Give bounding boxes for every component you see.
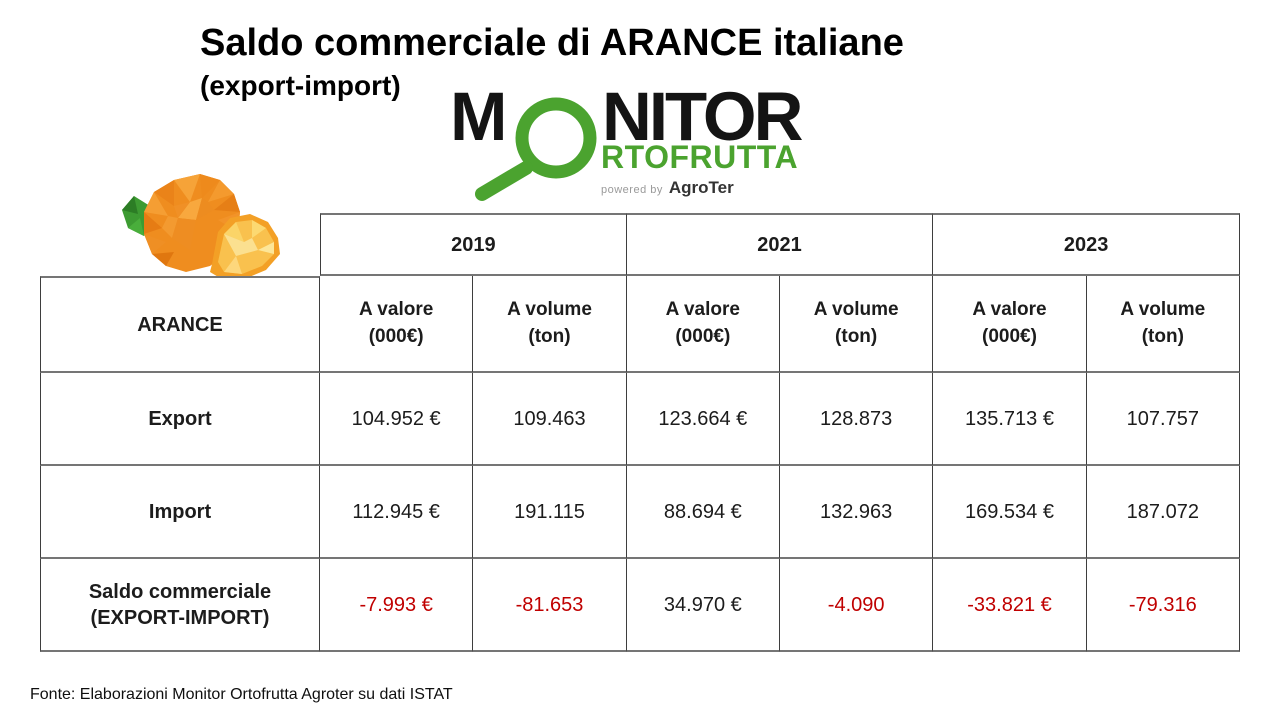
cell-import-2021-valore: 88.694 € <box>626 466 780 559</box>
subheader-line2: (000€) <box>982 325 1037 347</box>
subheader-2021-volume: A volume (ton) <box>779 276 934 373</box>
year-header-2023: 2023 <box>933 213 1240 276</box>
product-header: ARANCE <box>40 276 320 373</box>
row-label-import: Import <box>40 466 320 559</box>
subheader-line1: A valore <box>359 298 434 320</box>
monitor-ortofrutta-logo: M NITOR RTOFRUTTA powered by AgroTer <box>450 82 850 208</box>
page-title: Saldo commerciale di ARANCE italiane <box>200 22 904 64</box>
subheader-line2: (000€) <box>675 325 731 347</box>
cell-export-2019-volume: 109.463 <box>473 373 627 466</box>
logo-text-nitor: NITOR <box>602 78 803 155</box>
cell-export-2023-valore: 135.713 € <box>933 373 1087 466</box>
source-note: Fonte: Elaborazioni Monitor Ortofrutta A… <box>30 686 453 703</box>
cell-saldo-2021-valore: 34.970 € <box>626 559 780 652</box>
cell-export-2021-valore: 123.664 € <box>626 373 780 466</box>
cell-export-2023-volume: 107.757 <box>1086 373 1240 466</box>
subheader-2019-valore: A valore (000€) <box>320 276 474 373</box>
row-label-saldo: Saldo commerciale (EXPORT-IMPORT) <box>40 559 320 652</box>
cell-import-2019-volume: 191.115 <box>473 466 627 559</box>
agroter-brand: AgroTer <box>668 178 734 197</box>
subheader-2023-volume: A volume (ton) <box>1086 276 1240 373</box>
subheader-line2: (ton) <box>1141 325 1184 347</box>
subheader-line1: A volume <box>507 298 592 320</box>
powered-by-label: powered by <box>601 184 663 196</box>
cell-export-2019-valore: 104.952 € <box>320 373 474 466</box>
cell-saldo-2019-volume: -81.653 <box>473 559 627 652</box>
cell-saldo-2019-valore: -7.993 € <box>320 559 474 652</box>
subheader-line1: A valore <box>972 298 1047 320</box>
row-label-export: Export <box>40 373 320 466</box>
page-subtitle: (export-import) <box>200 70 401 101</box>
year-header-2019: 2019 <box>320 213 627 276</box>
cell-import-2023-valore: 169.534 € <box>933 466 1087 559</box>
subheader-line2: (ton) <box>835 325 878 347</box>
subheader-2023-valore: A valore (000€) <box>933 276 1087 373</box>
subheader-line1: A volume <box>1120 298 1206 320</box>
cell-saldo-2023-valore: -33.821 € <box>933 559 1087 652</box>
subheader-line1: A valore <box>665 298 740 320</box>
subheader-line2: (ton) <box>528 325 571 347</box>
cell-saldo-2023-volume: -79.316 <box>1086 559 1240 652</box>
cell-export-2021-volume: 128.873 <box>779 373 934 466</box>
cell-import-2023-volume: 187.072 <box>1086 466 1240 559</box>
saldo-label-line1: Saldo commerciale <box>88 580 272 603</box>
magnifier-icon <box>475 97 597 201</box>
subheader-2019-volume: A volume (ton) <box>473 276 627 373</box>
year-header-2021: 2021 <box>626 213 934 276</box>
logo-letter-m: M <box>450 78 508 155</box>
trade-table: 2019 2021 2023 ARANCE A valore (000€) A … <box>40 213 1240 652</box>
logo-text-ortofrutta: RTOFRUTTA <box>601 139 799 175</box>
subheader-line1: A volume <box>813 298 899 320</box>
table-corner-empty <box>40 213 320 276</box>
subheader-2021-valore: A valore (000€) <box>626 276 780 373</box>
cell-import-2021-volume: 132.963 <box>779 466 934 559</box>
logo-powered-by: powered by AgroTer <box>601 178 734 198</box>
orange-image <box>122 174 280 280</box>
saldo-label-line2: (EXPORT-IMPORT) <box>90 606 270 629</box>
cell-saldo-2021-volume: -4.090 <box>779 559 934 652</box>
cell-import-2019-valore: 112.945 € <box>320 466 474 559</box>
subheader-line2: (000€) <box>368 325 424 347</box>
